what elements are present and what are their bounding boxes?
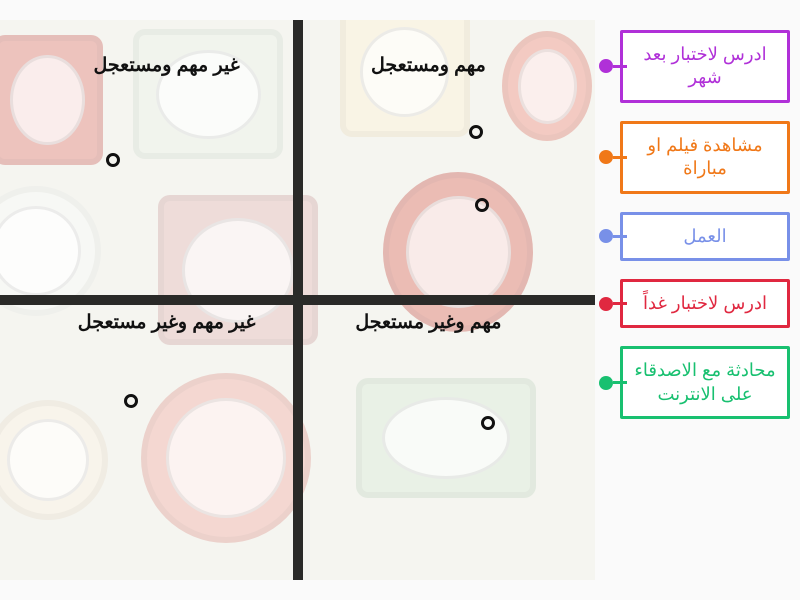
task-label: ادرس لاختبار بعد شهر bbox=[631, 43, 779, 90]
connector-icon bbox=[599, 376, 627, 390]
quadrant-label-bottom_right: مهم وغير مستعجل bbox=[355, 311, 501, 334]
drop-target-pin[interactable] bbox=[481, 416, 495, 430]
task-card[interactable]: مشاهدة فيلم او مباراة bbox=[620, 121, 790, 194]
task-label: ادرس لاختبار غداً bbox=[643, 292, 767, 315]
connector-icon bbox=[599, 229, 627, 243]
task-card[interactable]: ادرس لاختبار بعد شهر bbox=[620, 30, 790, 103]
task-card[interactable]: العمل bbox=[620, 212, 790, 261]
quadrant-label-bottom_left: غير مهم وغير مستعجل bbox=[78, 311, 256, 334]
task-label: محادثة مع الاصدقاء على الانترنت bbox=[631, 359, 779, 406]
quadrant-label-top_left: غير مهم ومستعجل bbox=[94, 54, 240, 77]
eisenhower-matrix: مهم ومستعجل غير مهم ومستعجل مهم وغير مستعج… bbox=[0, 20, 595, 580]
task-label: العمل bbox=[683, 225, 726, 248]
drop-target-pin[interactable] bbox=[124, 394, 138, 408]
task-card[interactable]: محادثة مع الاصدقاء على الانترنت bbox=[620, 346, 790, 419]
task-label: مشاهدة فيلم او مباراة bbox=[631, 134, 779, 181]
matrix-vertical-axis bbox=[293, 20, 303, 580]
connector-icon bbox=[599, 297, 627, 311]
quadrant-label-top_right: مهم ومستعجل bbox=[371, 54, 486, 77]
drop-target-pin[interactable] bbox=[469, 125, 483, 139]
connector-icon bbox=[599, 150, 627, 164]
connector-icon bbox=[599, 59, 627, 73]
task-sidebar: ادرس لاختبار بعد شهر مشاهدة فيلم او مبارا… bbox=[610, 0, 800, 600]
task-card[interactable]: ادرس لاختبار غداً bbox=[620, 279, 790, 328]
drop-target-pin[interactable] bbox=[106, 153, 120, 167]
drop-target-pin[interactable] bbox=[475, 198, 489, 212]
